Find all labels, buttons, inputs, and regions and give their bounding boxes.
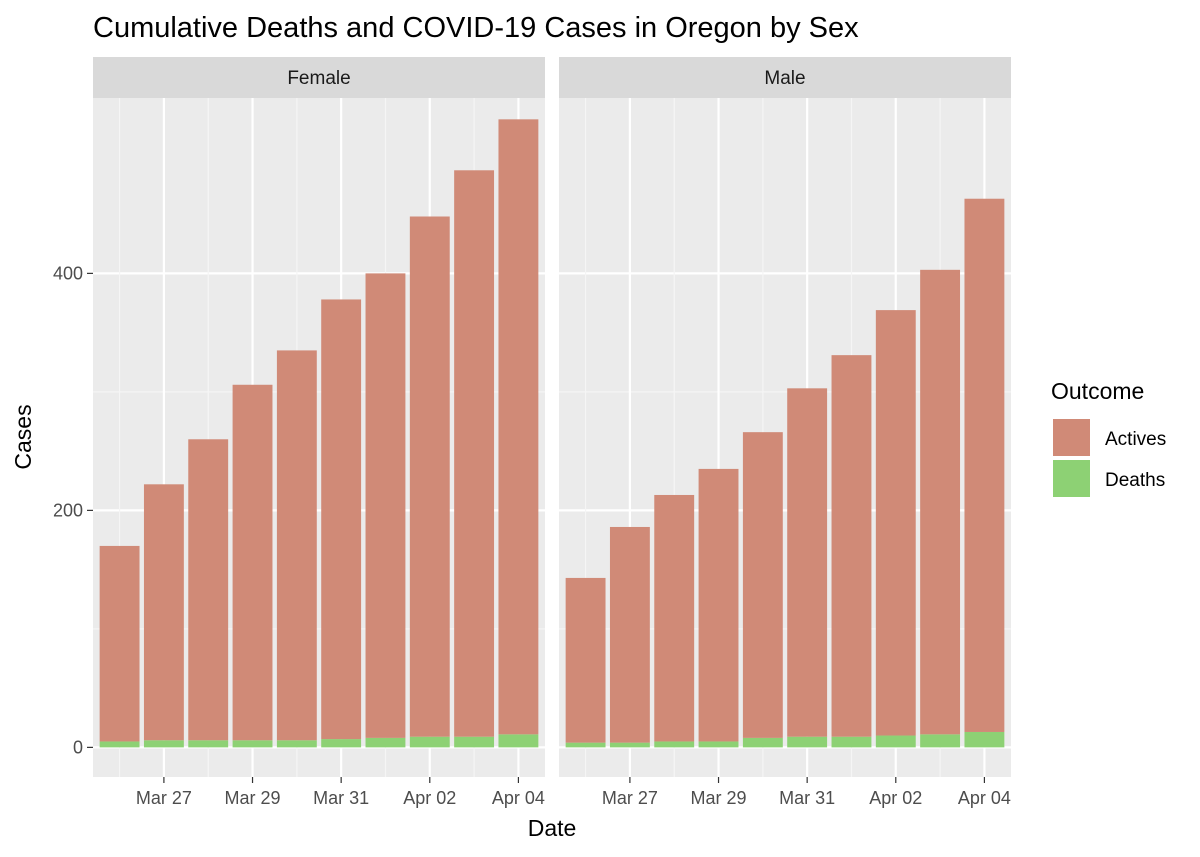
bar-male-actives-mar-26 — [565, 577, 606, 743]
bar-male-deaths-mar-31 — [787, 736, 828, 748]
y-axis: 0 200 400 — [53, 263, 93, 757]
x-tick-label-female: Apr 02 — [403, 788, 456, 808]
bar-female-actives-apr-01 — [365, 273, 406, 738]
x-tick-label-male: Mar 31 — [779, 788, 835, 808]
chart-title: Cumulative Deaths and COVID-19 Cases in … — [93, 12, 859, 44]
bar-female-deaths-mar-27 — [143, 740, 184, 748]
x-tick-label-female: Mar 29 — [225, 788, 281, 808]
x-tick-label-male: Mar 29 — [691, 788, 747, 808]
x-axis: Mar 27 Mar 29 Mar 31 Apr 02 Apr 04 Mar 27 Mar … — [136, 777, 1011, 808]
y-tick-label: 0 — [73, 737, 83, 757]
x-tick-label-female: Apr 04 — [492, 788, 545, 808]
bar-male-deaths-apr-03 — [920, 734, 961, 748]
x-tick-label-male: Mar 27 — [602, 788, 658, 808]
bar-female-actives-mar-31 — [321, 299, 362, 740]
bar-male-actives-mar-28 — [654, 494, 695, 742]
legend-title: Outcome — [1051, 378, 1144, 404]
bar-male-actives-mar-31 — [787, 388, 828, 737]
bar-male-actives-apr-03 — [920, 269, 961, 735]
bar-male-deaths-apr-04 — [964, 731, 1005, 748]
bar-male-deaths-mar-28 — [654, 741, 695, 748]
x-tick-label-male: Apr 04 — [958, 788, 1011, 808]
bar-female-deaths-apr-02 — [409, 736, 450, 748]
bar-female-deaths-mar-31 — [321, 739, 362, 748]
y-tick-label: 400 — [53, 263, 83, 283]
bar-male-actives-apr-04 — [964, 198, 1005, 732]
panel-female: Female — [93, 57, 545, 777]
bar-female-actives-apr-04 — [498, 119, 539, 735]
panel-male: Male — [559, 57, 1011, 777]
bar-male-deaths-mar-29 — [698, 741, 739, 748]
bar-female-deaths-mar-28 — [188, 740, 229, 748]
bar-male-deaths-mar-27 — [609, 742, 650, 748]
bar-female-actives-mar-30 — [276, 350, 317, 741]
bar-male-deaths-apr-01 — [831, 736, 872, 748]
bar-female-deaths-apr-03 — [454, 736, 495, 748]
legend: Outcome Actives Deaths — [1051, 378, 1166, 497]
y-tick-label: 200 — [53, 500, 83, 520]
bar-female-actives-apr-02 — [409, 216, 450, 737]
bar-male-actives-apr-02 — [875, 310, 916, 736]
bar-female-deaths-apr-04 — [498, 734, 539, 748]
bar-male-deaths-mar-26 — [565, 742, 606, 748]
bar-male-deaths-mar-30 — [742, 737, 783, 748]
bar-male-actives-mar-27 — [609, 526, 650, 743]
bar-male-actives-mar-29 — [698, 468, 739, 742]
legend-key-actives — [1053, 419, 1090, 456]
y-axis-title: Cases — [10, 404, 36, 469]
bar-male-actives-apr-01 — [831, 355, 872, 737]
x-tick-label-male: Apr 02 — [869, 788, 922, 808]
legend-label-actives: Actives — [1105, 429, 1166, 450]
panel-strip-male — [559, 57, 1011, 98]
bar-female-deaths-mar-26 — [99, 741, 140, 748]
bar-male-deaths-apr-02 — [875, 735, 916, 748]
bar-female-actives-apr-03 — [454, 170, 495, 737]
bar-male-actives-mar-30 — [742, 432, 783, 738]
panel-label-male: Male — [764, 68, 805, 89]
x-tick-label-female: Mar 31 — [313, 788, 369, 808]
panel-label-female: Female — [287, 68, 350, 89]
x-tick-label-female: Mar 27 — [136, 788, 192, 808]
bars-female — [99, 119, 539, 748]
bar-female-actives-mar-28 — [188, 439, 229, 741]
bar-female-actives-mar-29 — [232, 384, 273, 741]
bar-female-actives-mar-27 — [143, 484, 184, 741]
bar-female-deaths-mar-29 — [232, 740, 273, 748]
bars-male — [565, 198, 1005, 748]
x-axis-title: Date — [528, 815, 577, 841]
legend-key-deaths — [1053, 460, 1090, 497]
bar-female-deaths-mar-30 — [276, 740, 317, 748]
bar-female-deaths-apr-01 — [365, 737, 406, 748]
legend-label-deaths: Deaths — [1105, 470, 1165, 491]
bar-female-actives-mar-26 — [99, 545, 140, 742]
panel-strip-female — [93, 57, 545, 98]
